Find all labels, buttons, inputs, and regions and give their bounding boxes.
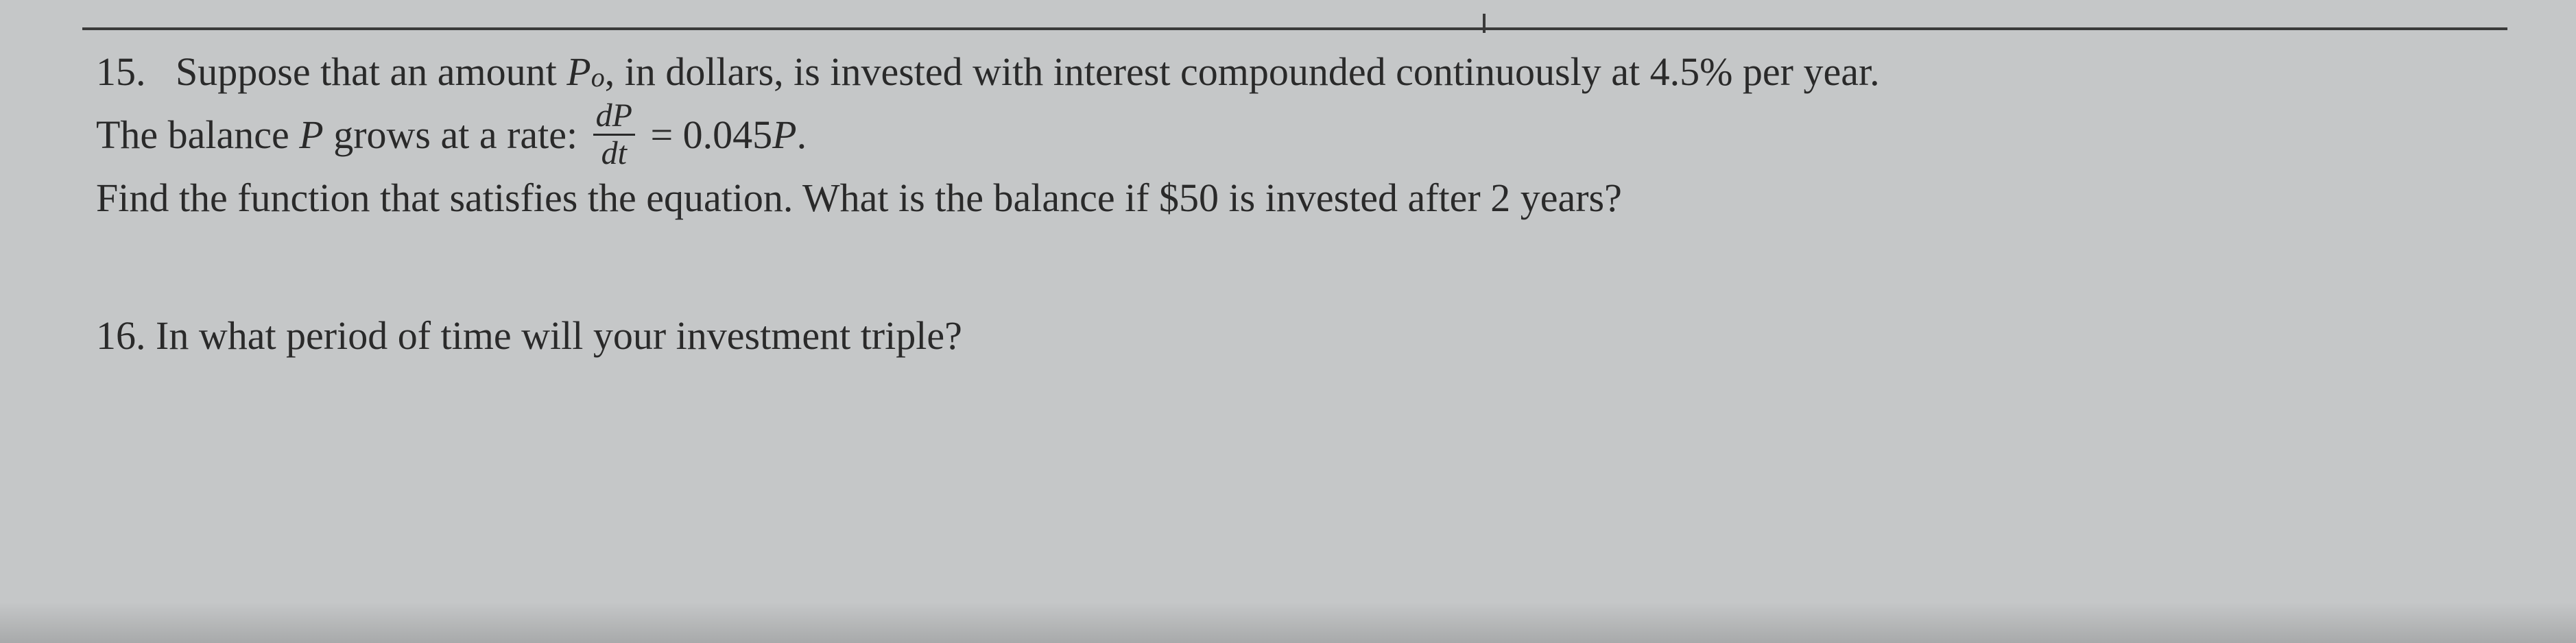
variable-P: P xyxy=(772,107,796,162)
problem-16: 16. In what period of time will your inv… xyxy=(96,308,2507,363)
text: Find the function that satisfies the equ… xyxy=(96,170,1622,226)
variable-P: P xyxy=(567,44,591,99)
problem-15-line-1: 15. Suppose that an amount P o , in doll… xyxy=(96,44,2507,99)
bottom-shadow xyxy=(0,602,2576,643)
text: The balance xyxy=(96,107,299,162)
top-border xyxy=(82,27,2507,30)
text: in dollars, is invested with interest co… xyxy=(615,44,1879,99)
problem-15: 15. Suppose that an amount P o , in doll… xyxy=(96,44,2507,226)
fraction-dP-dt: dP dt xyxy=(593,99,635,170)
text: Suppose that an amount xyxy=(176,44,567,99)
page-content: 15. Suppose that an amount P o , in doll… xyxy=(69,27,2507,364)
text: = 0.045 xyxy=(641,107,772,162)
top-tick-mark xyxy=(1483,14,1486,33)
problem-number: 16. xyxy=(96,308,146,363)
text: In what period of time will your investm… xyxy=(146,308,962,363)
problem-15-line-3: Find the function that satisfies the equ… xyxy=(96,170,2507,226)
period: . xyxy=(797,107,807,162)
text: grows at a rate: xyxy=(324,107,588,162)
fraction-denominator: dt xyxy=(599,136,630,170)
problem-number: 15. xyxy=(96,44,146,99)
text xyxy=(146,44,176,99)
comma: , xyxy=(605,44,615,99)
subscript-o: o xyxy=(591,58,605,97)
problem-15-line-2: The balance P grows at a rate: dP dt = 0… xyxy=(96,99,2507,170)
problem-16-line-1: 16. In what period of time will your inv… xyxy=(96,308,2507,363)
variable-P: P xyxy=(299,107,323,162)
fraction-numerator: dP xyxy=(593,99,635,136)
